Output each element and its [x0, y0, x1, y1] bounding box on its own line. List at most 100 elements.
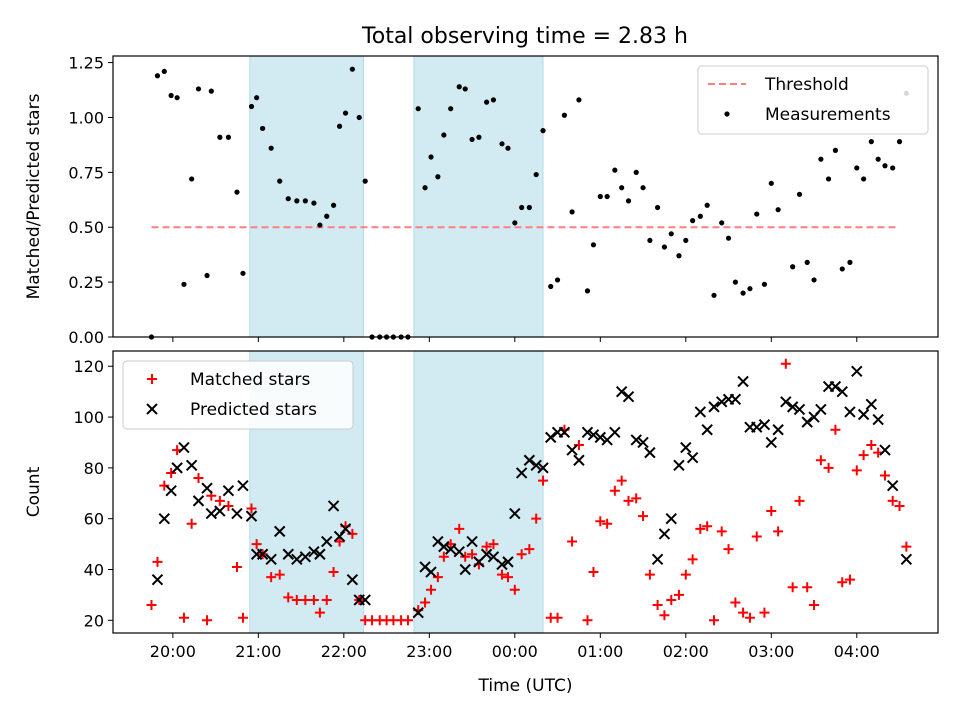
data-point — [151, 573, 164, 586]
data-point — [484, 99, 490, 105]
x-tick-label: 00:00 — [492, 642, 538, 661]
data-point — [715, 396, 728, 408]
data-point — [738, 607, 749, 618]
data-point — [597, 193, 603, 200]
data-point — [533, 171, 539, 178]
data-point — [837, 577, 848, 588]
data-point — [652, 600, 663, 611]
data-point — [476, 134, 482, 140]
data-point — [509, 584, 520, 595]
data-point — [694, 406, 707, 418]
data-point — [462, 86, 468, 92]
data-point — [676, 253, 682, 259]
data-point — [531, 513, 542, 524]
data-point — [285, 196, 291, 202]
data-point — [283, 592, 294, 603]
data-point — [502, 556, 514, 568]
data-point — [217, 134, 223, 140]
data-point — [794, 495, 805, 506]
data-point — [588, 567, 599, 578]
data-point — [780, 396, 792, 408]
data-point — [857, 408, 870, 421]
data-point — [786, 401, 799, 413]
data-point — [545, 431, 557, 444]
data-point — [174, 95, 180, 101]
data-point — [490, 97, 497, 103]
shaded-span — [249, 55, 364, 338]
data-point — [165, 485, 177, 497]
data-point — [202, 615, 213, 626]
data-point — [526, 204, 532, 211]
data-point — [630, 434, 642, 446]
data-point — [308, 594, 319, 605]
data-point — [690, 218, 696, 224]
data-point — [609, 426, 621, 439]
data-point — [836, 385, 848, 398]
data-point — [178, 441, 190, 454]
data-point — [459, 563, 471, 576]
data-point — [773, 526, 784, 537]
data-point — [854, 165, 860, 171]
data-point — [302, 198, 308, 204]
data-point — [299, 551, 312, 563]
data-point — [640, 185, 646, 191]
data-point — [801, 416, 813, 428]
data-point — [266, 572, 277, 583]
data-point — [245, 510, 258, 522]
y-tick-label: 100 — [73, 408, 104, 427]
data-point — [428, 154, 434, 160]
data-point — [697, 213, 703, 219]
data-point — [265, 553, 277, 566]
data-point — [644, 569, 655, 580]
data-point — [186, 518, 197, 529]
data-point — [505, 145, 511, 151]
data-point — [208, 88, 214, 94]
y-tick-label: 1.25 — [68, 54, 104, 73]
data-point — [890, 165, 896, 171]
data-point — [612, 167, 618, 173]
data-point — [314, 548, 326, 560]
data-point — [651, 553, 664, 566]
data-point — [438, 540, 450, 553]
data-point — [573, 454, 585, 466]
data-point — [761, 281, 768, 287]
data-point — [189, 176, 195, 182]
data-point — [512, 220, 518, 226]
data-point — [879, 470, 890, 481]
data-point — [625, 198, 632, 204]
data-point — [872, 413, 884, 426]
data-point — [719, 220, 725, 226]
data-point — [181, 281, 187, 287]
legend-box — [122, 360, 354, 430]
data-point — [716, 526, 727, 537]
data-point — [804, 259, 810, 265]
data-point — [334, 536, 345, 547]
data-point — [460, 551, 471, 562]
data-point — [901, 541, 912, 552]
legend-marker — [147, 374, 157, 384]
data-point — [772, 424, 784, 436]
data-point — [324, 213, 330, 219]
x-tick-label: 23:00 — [406, 642, 452, 661]
data-point — [702, 521, 713, 532]
data-point — [502, 572, 513, 583]
chart-title: Total observing time = 2.83 h — [361, 24, 688, 49]
data-point — [328, 567, 339, 578]
data-point — [569, 209, 575, 215]
data-point — [349, 66, 355, 72]
data-point — [168, 92, 174, 99]
y-tick-label: 60 — [84, 510, 104, 529]
data-point — [566, 444, 578, 456]
data-point — [832, 147, 839, 153]
data-point — [291, 553, 303, 566]
data-point — [754, 211, 760, 217]
data-point — [540, 128, 546, 134]
data-point — [851, 465, 862, 476]
data-point — [709, 615, 720, 626]
data-point — [558, 426, 571, 439]
data-point — [469, 136, 475, 143]
legend-label: Threshold — [764, 75, 849, 95]
data-point — [448, 106, 454, 112]
y-tick-label: 1.00 — [68, 108, 104, 127]
y-axis-label: Matched/Predicted stars — [24, 93, 44, 299]
